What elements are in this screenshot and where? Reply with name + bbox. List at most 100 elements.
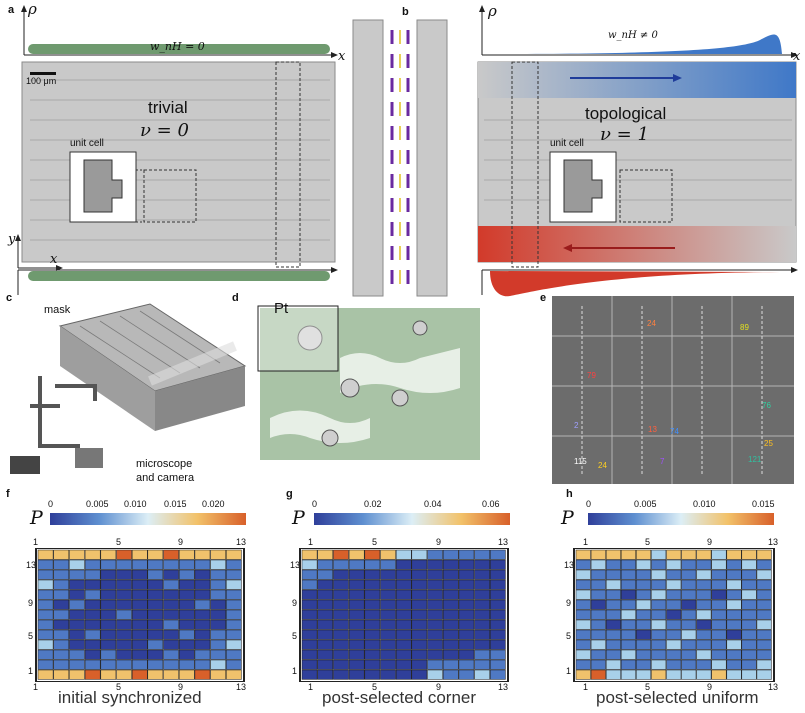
heatmap-cell	[458, 609, 475, 620]
heatmap-cell	[711, 609, 727, 620]
heatmap-cell	[333, 639, 349, 650]
heatmap-cell	[210, 629, 226, 640]
heatmap-cell	[131, 579, 148, 590]
heatmap-cell	[178, 569, 195, 580]
heatmap-cell	[348, 559, 365, 570]
heatmap-cell	[380, 619, 396, 630]
heatmap-cell	[100, 569, 117, 580]
heatmap-cell	[37, 589, 54, 600]
heatmap-cell	[681, 659, 697, 670]
heatmap-cell	[575, 609, 591, 620]
heatmap-cell	[620, 579, 636, 590]
heatmap-cell	[711, 619, 727, 630]
heatmap-cell	[427, 619, 443, 630]
heatmap-cell	[178, 669, 195, 680]
heatmap-cell	[84, 569, 101, 580]
heatmap-cell	[178, 619, 195, 630]
heatmap-cell	[210, 569, 226, 580]
heatmap-cell	[490, 639, 506, 650]
heatmap-cell	[84, 669, 101, 680]
row-tick-g-13: 13	[290, 560, 301, 570]
heatmap-cell	[590, 559, 606, 570]
heatmap-cell	[84, 589, 101, 600]
heatmap-cell	[333, 669, 349, 680]
panel-d-graphics	[257, 305, 480, 460]
heatmap-cell	[395, 549, 412, 560]
heatmap-cell	[726, 649, 742, 660]
heatmap-cell	[411, 609, 428, 620]
heatmap-cell	[741, 569, 757, 580]
heatmap-cell	[666, 629, 682, 640]
heatmap-cell	[380, 639, 396, 650]
heatmap-cell	[395, 669, 412, 680]
camera-label: and camera	[136, 472, 195, 484]
heatmap-cell	[395, 559, 412, 570]
heatmap-cell	[69, 549, 85, 560]
heatmap-cell	[131, 569, 148, 580]
heatmap-cell	[411, 599, 428, 610]
particle-tag-1: 24	[647, 319, 656, 328]
heatmap-cell	[474, 669, 490, 680]
heatmap-cell	[681, 569, 697, 580]
heatmap-cell	[147, 579, 164, 590]
heatmap-cell	[100, 599, 117, 610]
heatmap-cell	[147, 649, 164, 660]
heatmap-cell	[100, 549, 117, 560]
cbar-tick-f-2: 0.010	[124, 499, 147, 509]
heatmap-cell	[490, 559, 506, 570]
heatmap-cell	[226, 569, 242, 580]
heatmap-cell	[575, 569, 591, 580]
heatmap-cell	[711, 629, 727, 640]
heatmap-cell	[147, 619, 164, 630]
heatmap-cell	[317, 599, 334, 610]
heatmap-cell	[620, 569, 636, 580]
heatmap-cell	[380, 549, 396, 560]
heatmap-cell	[651, 649, 667, 660]
heatmap-cell	[711, 659, 727, 670]
heatmap-cell	[490, 619, 506, 630]
heatmap-cell	[681, 669, 697, 680]
cbar-tick-g-3: 0.06	[482, 499, 500, 509]
heatmap-cell	[210, 599, 226, 610]
heatmap-cell	[490, 569, 506, 580]
heatmap-cell	[756, 609, 772, 620]
heatmap-cell	[575, 629, 591, 640]
heatmap-cell	[490, 599, 506, 610]
heatmap-cell	[147, 549, 164, 560]
heatmap-cell	[116, 659, 132, 670]
heatmap-cell	[178, 549, 195, 560]
heatmap-cell	[53, 619, 70, 630]
heatmap-cell	[427, 659, 443, 670]
heatmap-cell	[178, 629, 195, 640]
heatmap-cell	[458, 649, 475, 660]
heatmap-cell	[333, 579, 349, 590]
heatmap-cell	[178, 639, 195, 650]
col-tick-h-bot-13: 13	[768, 682, 779, 692]
heatmap-cell	[442, 649, 459, 660]
heatmap-cell	[210, 609, 226, 620]
particle-tag-7: 74	[670, 427, 679, 436]
heatmap-cell	[348, 599, 365, 610]
heatmap-cell	[69, 659, 85, 670]
heatmap-cell	[636, 649, 652, 660]
heatmap-cell	[575, 599, 591, 610]
heatmap-cell	[226, 629, 242, 640]
heatmap-cell	[666, 549, 682, 560]
heatmap-cell	[301, 559, 318, 570]
heatmap-cell	[442, 569, 459, 580]
heatmap-cell	[301, 589, 318, 600]
heatmap-cell	[726, 599, 742, 610]
heatmap-cell	[666, 569, 682, 580]
heatmap-cell	[696, 589, 712, 600]
heatmap-cell	[226, 639, 242, 650]
heatmap-cell	[194, 559, 211, 570]
heatmap-cell	[178, 579, 195, 590]
heatmap-cell	[131, 559, 148, 570]
panel-letter-a: a	[8, 4, 15, 16]
heatmap-cell	[620, 599, 636, 610]
heatmap-cell	[458, 589, 475, 600]
col-tick-f-bot-5: 5	[116, 682, 122, 692]
heatmap-cell	[590, 669, 606, 680]
panel-letter-g: g	[286, 488, 293, 500]
heatmap-cell	[681, 639, 697, 650]
